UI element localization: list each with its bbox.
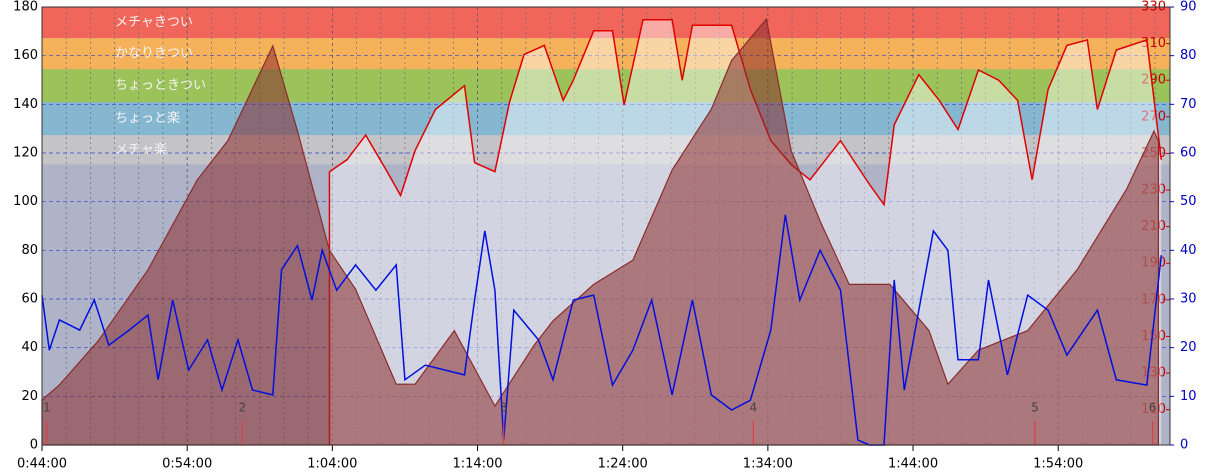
zone-label: ちょっときつい [115, 78, 206, 93]
lap-label: 1 [43, 401, 51, 415]
speed-line [41, 214, 1163, 446]
lap-label: 6 [1149, 401, 1157, 415]
y3-tick-label: 50 [1180, 194, 1197, 209]
x-tick-label: 1:54:00 [1033, 457, 1083, 472]
y2-tick-label: 270 [1141, 109, 1166, 124]
lap-label: 5 [1031, 401, 1039, 415]
y-tick-label: 80 [21, 243, 38, 258]
y-tick-label: 60 [21, 292, 38, 307]
y-tick-label: 120 [13, 146, 38, 161]
zone-band [42, 38, 1170, 70]
y3-tick-label: 10 [1180, 389, 1197, 404]
zone-label: メチャ楽 [115, 141, 167, 157]
y3-tick-label: 0 [1180, 438, 1188, 453]
zone-band [42, 7, 1170, 39]
y-tick-label: 180 [13, 0, 38, 15]
y-tick-label: 40 [21, 340, 38, 355]
y-tick-label: 100 [13, 194, 38, 209]
y-tick-label: 160 [13, 48, 38, 63]
zone-label: かなりきつい [115, 46, 193, 61]
lap-label: 3 [500, 401, 508, 415]
y3-tick-label: 70 [1180, 97, 1197, 112]
lap-label: 2 [239, 401, 247, 415]
y3-tick-label: 40 [1180, 243, 1197, 258]
x-tick-label: 0:54:00 [162, 457, 212, 472]
x-tick-label: 1:04:00 [307, 457, 357, 472]
heart-rate-line [328, 19, 1163, 207]
zone-label: ちょっと楽 [115, 110, 180, 126]
y3-tick-label: 60 [1180, 146, 1197, 161]
x-tick-label: 1:34:00 [743, 457, 793, 472]
x-tick-label: 1:24:00 [598, 457, 648, 472]
x-tick-label: 0:44:00 [17, 457, 67, 472]
y3-tick-label: 90 [1180, 0, 1197, 15]
y-tick-label: 140 [13, 97, 38, 112]
y2-tick-label: 290 [1141, 73, 1166, 88]
x-tick-label: 1:14:00 [452, 457, 502, 472]
y-tick-label: 0 [30, 438, 38, 453]
y3-tick-label: 30 [1180, 292, 1197, 307]
elevation-area [41, 17, 1159, 446]
y3-tick-label: 20 [1180, 340, 1197, 355]
zone-band [42, 102, 1170, 136]
y-tick-label: 20 [21, 389, 38, 404]
zone-band [42, 69, 1170, 103]
x-tick-label: 1:44:00 [888, 457, 938, 472]
zone-label: メチャきつい [115, 15, 193, 30]
lap-label: 4 [750, 401, 758, 415]
plot-border [41, 6, 1171, 446]
y3-tick-label: 80 [1180, 48, 1197, 63]
